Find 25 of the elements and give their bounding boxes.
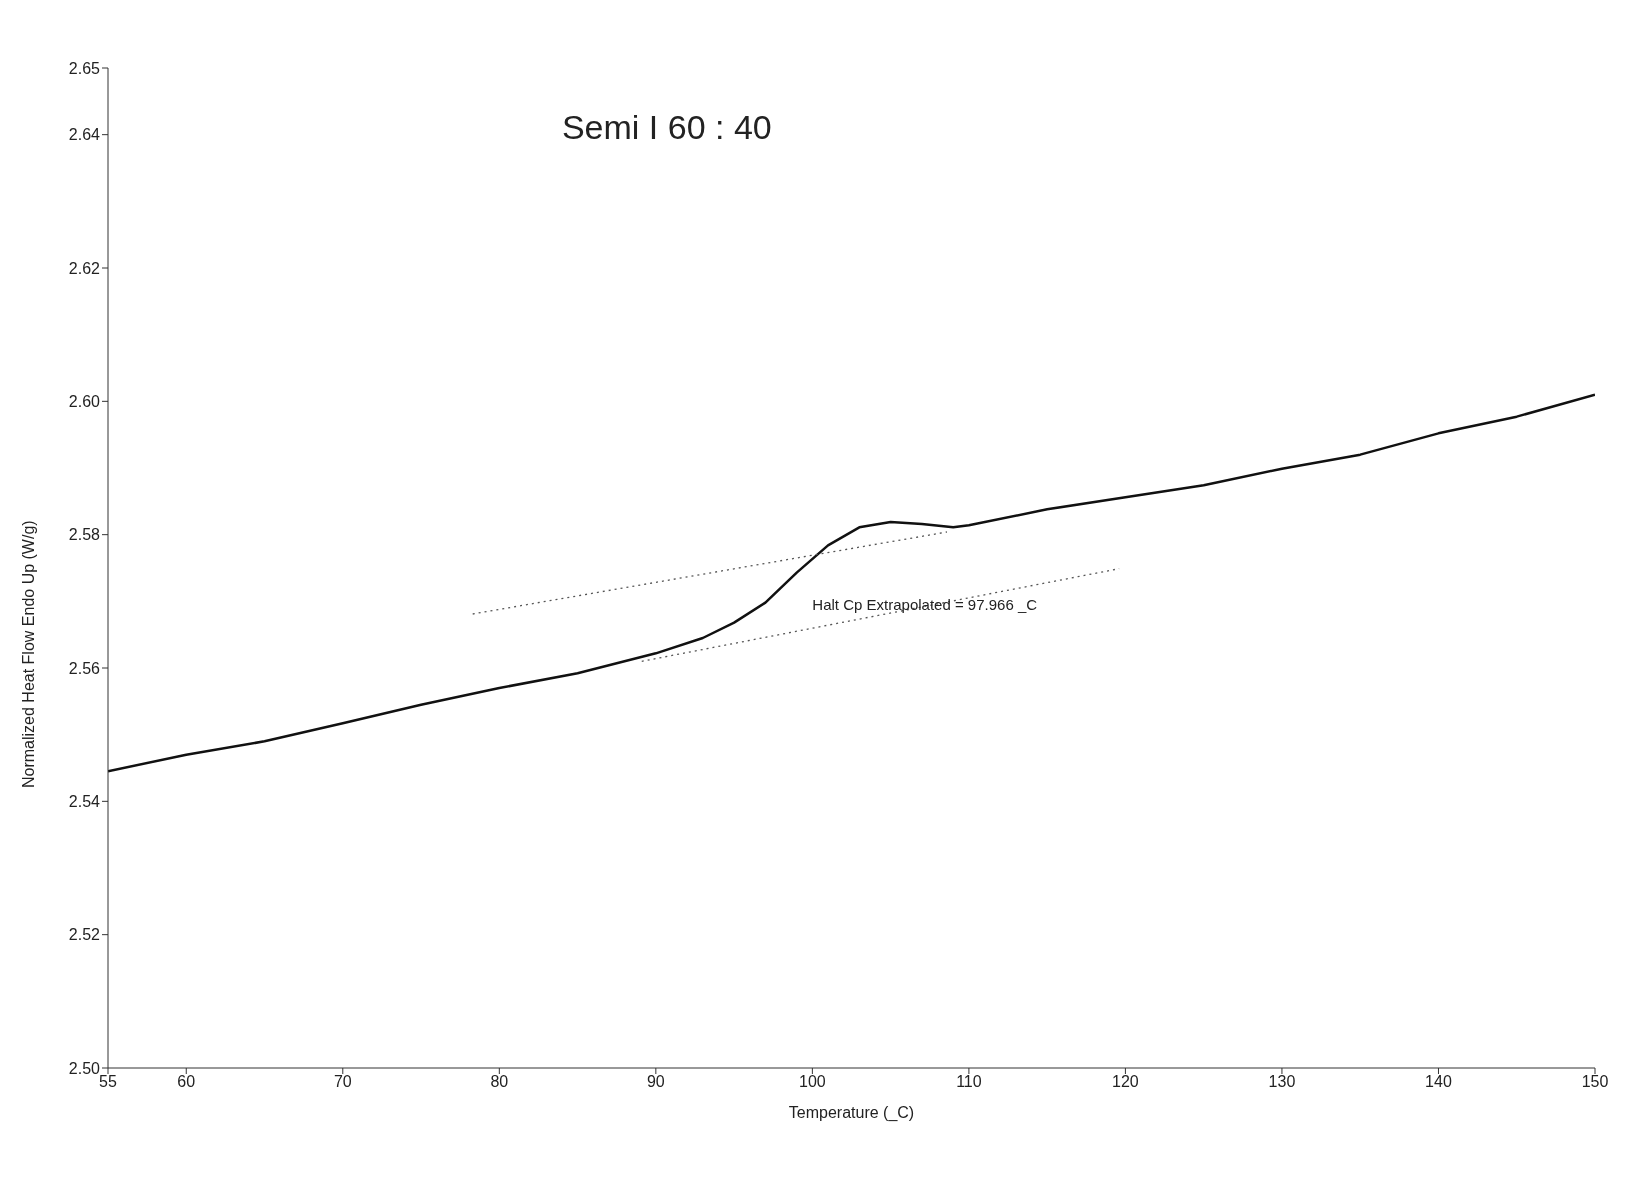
x-tick-label: 140 bbox=[1425, 1073, 1452, 1091]
x-tick-label: 110 bbox=[956, 1073, 982, 1091]
text: Semi I 60 : 40 bbox=[561, 108, 772, 147]
y-tick-label: 2.54 bbox=[68, 793, 101, 811]
y-axis-title: Normalized Heat Flow Endo Up (W/g) bbox=[19, 520, 37, 788]
x-tick-label: 55 bbox=[99, 1073, 117, 1091]
x-tick-label: 130 bbox=[1268, 1073, 1296, 1091]
x-tick-label: 100 bbox=[799, 1073, 826, 1091]
x-tick-label: 60 bbox=[177, 1073, 196, 1091]
x-tick-label: 70 bbox=[333, 1073, 352, 1091]
x-tick-label: 150 bbox=[1581, 1073, 1609, 1091]
y-tick-label: 2.60 bbox=[68, 393, 101, 411]
x-tick-label: 80 bbox=[490, 1073, 509, 1091]
y-tick-label: 2.62 bbox=[68, 259, 101, 277]
y-tick-label: 2.58 bbox=[68, 526, 101, 544]
x-axis-title: Temperature (_C) bbox=[788, 1104, 915, 1122]
x-tick-label: 120 bbox=[1112, 1073, 1139, 1091]
x-tick-label: 90 bbox=[646, 1073, 665, 1091]
y-tick-label: 2.50 bbox=[68, 1059, 101, 1077]
y-tick-label: 2.64 bbox=[68, 126, 101, 144]
annotation: Halt Cp Extrapolated = 97.966 _C bbox=[812, 596, 1038, 613]
y-tick-label: 2.65 bbox=[68, 59, 101, 77]
y-tick-label: 2.52 bbox=[68, 926, 101, 944]
y-tick-label: 2.56 bbox=[68, 659, 101, 677]
line-series bbox=[108, 393, 1595, 773]
